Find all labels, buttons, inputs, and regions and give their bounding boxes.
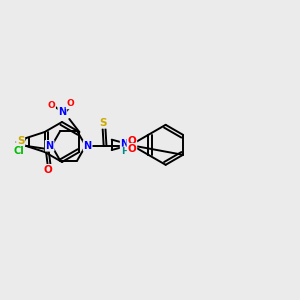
Text: O: O (128, 136, 136, 146)
Text: O: O (128, 144, 136, 154)
Text: N: N (121, 139, 129, 149)
Text: S: S (17, 136, 24, 146)
Text: Cl: Cl (13, 146, 24, 156)
Text: S: S (99, 118, 106, 128)
Text: N: N (84, 141, 92, 151)
Text: N: N (58, 107, 66, 117)
Text: O: O (43, 165, 52, 175)
Text: H: H (121, 147, 128, 156)
Text: O: O (47, 101, 55, 110)
Text: O: O (66, 100, 74, 109)
Text: N: N (46, 141, 54, 151)
